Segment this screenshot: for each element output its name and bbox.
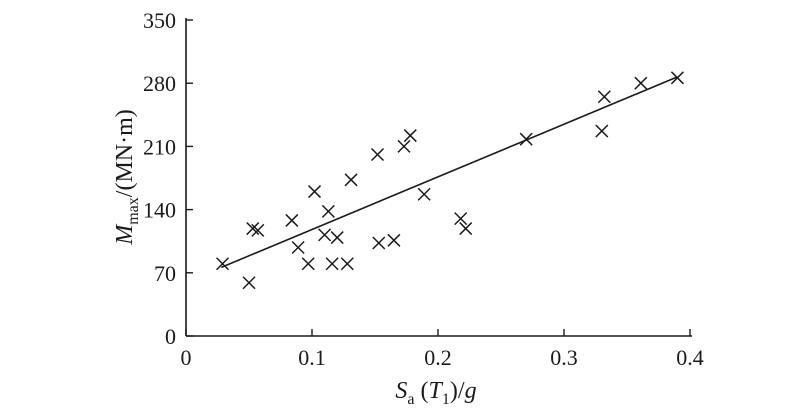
data-point <box>519 132 533 146</box>
data-point <box>251 223 265 237</box>
y-tick-label: 280 <box>143 71 176 96</box>
data-point <box>370 147 385 162</box>
scatter-points <box>216 71 684 290</box>
data-point <box>403 129 417 143</box>
data-point-stroke <box>340 257 354 271</box>
data-point-stroke <box>291 240 305 255</box>
x-axis-title: Sa (T1)/g <box>395 378 476 408</box>
x-axis-ticks: 0 0.1 0.2 0.3 0.4 <box>181 329 704 370</box>
data-point-stroke <box>417 187 431 201</box>
data-point <box>242 276 256 290</box>
data-point <box>597 90 611 104</box>
data-point <box>307 185 322 199</box>
y-tick-label: 70 <box>154 261 176 286</box>
data-point-stroke <box>246 222 260 236</box>
regression-line <box>220 76 678 269</box>
data-point-stroke <box>321 204 335 218</box>
data-point-stroke <box>330 231 344 245</box>
data-point-stroke <box>325 257 339 271</box>
data-point-stroke <box>403 129 417 143</box>
data-point <box>318 228 332 242</box>
data-point-stroke <box>454 212 468 226</box>
data-point <box>397 139 411 153</box>
data-point-stroke <box>301 257 315 271</box>
data-point-stroke <box>242 276 256 290</box>
y-tick-label: 140 <box>143 198 176 223</box>
data-point-stroke <box>216 257 230 271</box>
data-point-stroke <box>307 185 322 199</box>
y-axis-ticks: 0 70 140 210 280 350 <box>143 8 193 349</box>
data-point <box>216 257 230 271</box>
x-tick-label: 0.4 <box>676 345 704 370</box>
axes <box>185 18 692 337</box>
data-point-stroke <box>519 132 533 146</box>
data-point <box>291 240 305 255</box>
y-tick-label: 210 <box>143 134 176 159</box>
data-point-stroke <box>670 71 684 85</box>
data-point-stroke <box>251 223 265 237</box>
data-point <box>417 187 431 201</box>
data-point-stroke <box>634 76 648 90</box>
data-point <box>285 213 299 227</box>
data-point <box>670 71 684 85</box>
data-point-stroke <box>595 124 609 138</box>
data-point-stroke <box>372 236 386 250</box>
y-tick-label: 350 <box>143 8 176 33</box>
data-point <box>344 173 358 187</box>
data-point <box>372 236 386 250</box>
data-point <box>459 222 473 236</box>
y-axis-title: Mmax/(MN·m) <box>112 109 142 246</box>
data-point <box>321 204 335 218</box>
data-point-stroke <box>285 213 299 227</box>
data-point <box>301 257 315 271</box>
x-tick-label: 0.1 <box>298 345 326 370</box>
data-point-stroke <box>597 90 611 104</box>
data-point-stroke <box>370 147 385 162</box>
data-point-stroke <box>397 139 411 153</box>
regression-line-group <box>220 76 678 269</box>
data-point <box>387 233 401 247</box>
data-point <box>330 231 344 245</box>
x-tick-label: 0 <box>181 345 192 370</box>
data-point <box>454 212 468 226</box>
data-point <box>325 257 339 271</box>
data-point-stroke <box>387 233 401 247</box>
y-tick-label: 0 <box>165 324 176 349</box>
data-point <box>246 222 260 236</box>
data-point <box>340 257 354 271</box>
data-point <box>595 124 609 138</box>
data-point <box>634 76 648 90</box>
x-tick-label: 0.2 <box>424 345 452 370</box>
data-point-stroke <box>318 228 332 242</box>
data-point-stroke <box>459 222 473 236</box>
x-tick-label: 0.3 <box>550 345 578 370</box>
data-point-stroke <box>344 173 358 187</box>
